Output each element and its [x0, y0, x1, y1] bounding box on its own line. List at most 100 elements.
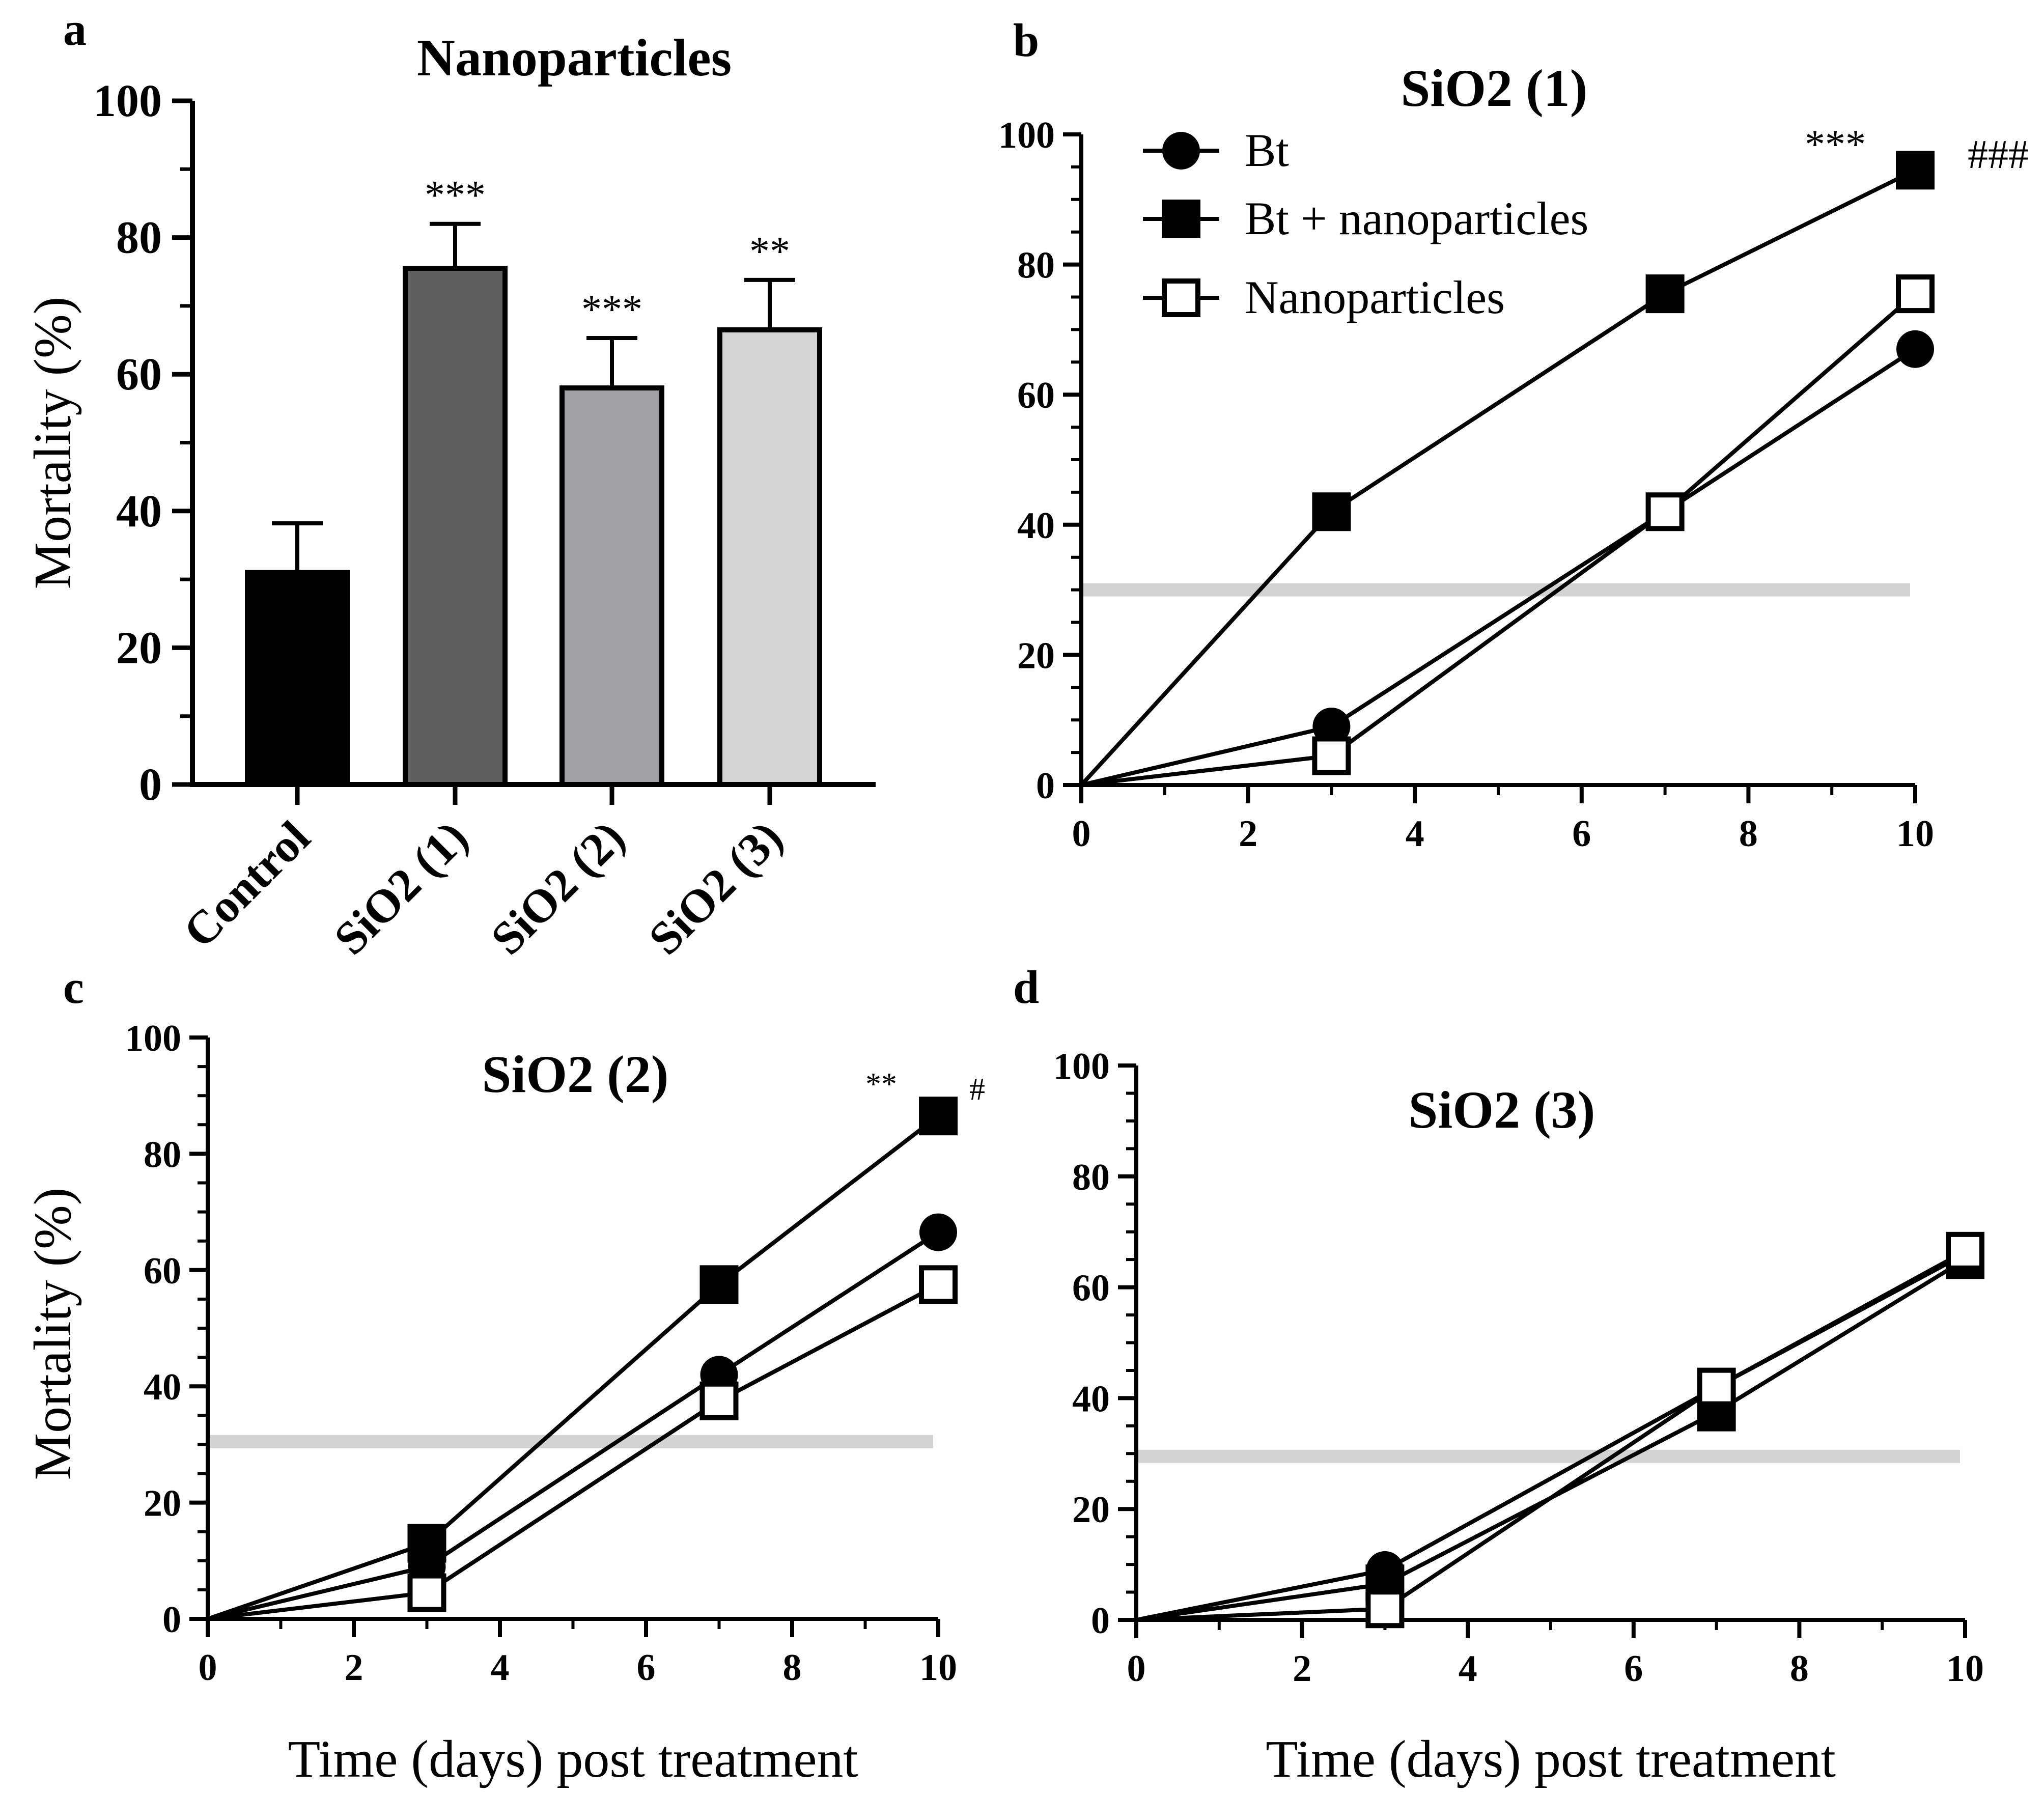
panel-b-x-tick-label: 0: [1072, 813, 1091, 855]
panel-b-data-point: [1312, 492, 1351, 531]
legend-marker: [1162, 278, 1200, 317]
legend-label: Bt: [1245, 124, 1289, 176]
panel-d-y-tick-label: 0: [1091, 1600, 1110, 1642]
panel-b-series-line: [1081, 347, 1917, 787]
panel-d-x-tick-label: 4: [1459, 1648, 1477, 1690]
panel-a-title: Nanoparticles: [417, 29, 732, 87]
panel-a-significance: **: [749, 229, 790, 274]
panel-d-y-tick-label: 100: [1053, 1046, 1110, 1087]
panel-a-category-label: SiO2 (1): [324, 811, 478, 965]
panel-a-bar: [403, 266, 508, 787]
panel-d-y-tick-label: 80: [1072, 1157, 1110, 1198]
panel-b-title: SiO2 (1): [1401, 59, 1588, 118]
panel-b-y-tick-label: 100: [998, 115, 1055, 156]
panel-b-y-tick-label: 40: [1017, 505, 1055, 547]
panel-b-data-point: [1312, 707, 1351, 745]
panel-a-y-tick-label: 0: [139, 760, 162, 810]
panel-b-x-tick-label: 4: [1406, 813, 1424, 855]
panel-b-data-point: [1896, 330, 1934, 368]
panel-d-x-tick-label: 8: [1790, 1648, 1809, 1690]
panel-b-y-tick-label: 20: [1017, 635, 1055, 677]
panel-b-x-tick-label: 10: [1896, 813, 1934, 855]
legend-marker: [1162, 200, 1200, 238]
panel-c-x-tick-label: 2: [345, 1647, 363, 1689]
panel-d-series-line: [1136, 1257, 1967, 1622]
panel-a-significance: ***: [425, 173, 486, 218]
panel-b-data-point: [1896, 151, 1935, 190]
panel-c-series-line: [207, 1230, 940, 1621]
panel-c-x-label: Time (days) post treatment: [288, 1730, 858, 1788]
panel-d-x-tick-label: 10: [1946, 1648, 1984, 1690]
panel-a-y-tick-label: 60: [116, 349, 162, 400]
panel-d-data-point: [1697, 1367, 1736, 1407]
panel-a-bar: [245, 570, 350, 788]
panel-a-significance: ***: [581, 287, 642, 332]
panel-b-y-tick-label: 80: [1017, 245, 1055, 287]
panel-c-data-point: [407, 1573, 446, 1612]
panel-b-label: b: [1013, 14, 1039, 66]
legend-label: Nanoparticles: [1245, 271, 1505, 323]
panel-c-data-point: [919, 1097, 958, 1136]
panel-b-data-point: [1312, 736, 1351, 775]
panel-c-y-tick-label: 60: [144, 1250, 181, 1292]
panel-a-category-label: Control: [173, 811, 320, 958]
panel-c-data-point: [407, 1524, 446, 1563]
panel-d-y-tick-label: 60: [1072, 1268, 1110, 1309]
panel-d-x-tick-label: 0: [1127, 1648, 1146, 1690]
panel-b-series-line: [1081, 292, 1917, 787]
panel-d-label: d: [1013, 961, 1039, 1013]
panel-a-y-label: Mortality (%): [23, 297, 82, 590]
panel-c-y-tick-label: 20: [144, 1483, 181, 1525]
legend-marker: [1162, 132, 1200, 170]
panel-b-annotation: ###: [1968, 132, 2029, 177]
panel-a-y-tick-label: 100: [93, 76, 162, 126]
panel-a-bar: [717, 327, 822, 787]
panel-c-y-tick-label: 100: [125, 1018, 181, 1059]
panel-d-y-tick-label: 40: [1072, 1378, 1110, 1420]
panel-d-data-point: [1946, 1231, 1984, 1271]
panel-c-x-tick-label: 4: [491, 1647, 510, 1689]
panel-b-y-tick-label: 60: [1017, 375, 1055, 416]
panel-a-category-label: SiO2 (3): [639, 811, 793, 965]
panel-c-data-point: [699, 1265, 739, 1304]
panel-a-y-tick-label: 80: [116, 213, 162, 263]
panel-c-x-tick-label: 6: [637, 1647, 656, 1689]
panel-b-data-point: [1896, 274, 1935, 314]
panel-c-series-line: [207, 1114, 940, 1621]
panel-d-data-point: [1365, 1589, 1405, 1629]
panel-c-y-tick-label: 0: [162, 1599, 181, 1641]
panel-c-y-tick-label: 80: [144, 1134, 181, 1175]
panel-b-y-tick-label: 0: [1036, 765, 1055, 807]
panel-a-label: a: [63, 3, 87, 55]
panel-b-x-tick-label: 8: [1739, 813, 1758, 855]
panel-d-x-tick-label: 6: [1624, 1648, 1643, 1690]
panel-c-annotation: #: [969, 1072, 985, 1107]
panel-a-category-label: SiO2 (2): [481, 811, 635, 965]
panel-b-data-point: [1645, 274, 1685, 314]
panel-c-data-point: [919, 1213, 957, 1251]
panel-a-y-tick-label: 20: [116, 623, 162, 673]
panel-c-x-tick-label: 10: [919, 1647, 957, 1689]
panel-d-y-tick-label: 20: [1072, 1489, 1110, 1531]
panel-d-x-label: Time (days) post treatment: [1266, 1730, 1836, 1788]
panel-d-series-line: [1136, 1252, 1966, 1622]
panel-c-x-tick-label: 0: [199, 1647, 217, 1689]
panel-c-data-point: [919, 1265, 958, 1304]
panel-c-series-line: [207, 1282, 939, 1621]
panel-b-annotation: ***: [1805, 122, 1866, 167]
legend-label: Bt + nanoparticles: [1245, 192, 1588, 244]
panel-c-data-point: [699, 1381, 739, 1420]
panel-d-series-line: [1136, 1249, 1966, 1622]
panel-c-label: c: [63, 961, 84, 1013]
panel-c-x-tick-label: 8: [783, 1647, 802, 1689]
panel-c-y-label: Mortality (%): [23, 1188, 82, 1480]
panel-a-y-tick-label: 40: [116, 486, 162, 537]
panel-c-annotation: **: [865, 1067, 897, 1102]
panel-b-x-tick-label: 2: [1239, 813, 1257, 855]
panel-a-bar: [559, 385, 664, 787]
panel-b-data-point: [1645, 492, 1685, 531]
panel-d-x-tick-label: 2: [1293, 1648, 1311, 1690]
panel-b-x-tick-label: 6: [1572, 813, 1591, 855]
panel-c-title: SiO2 (2): [482, 1045, 669, 1104]
